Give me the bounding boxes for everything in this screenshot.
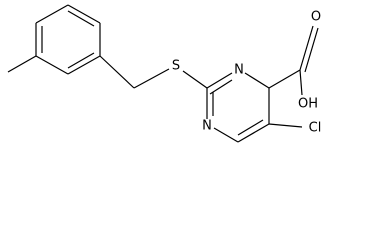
atom-label: N (202, 119, 212, 134)
atom-label: OH (298, 97, 318, 112)
bonds (7, 4, 319, 143)
atom-label: O (311, 10, 321, 25)
atom-label: S (172, 59, 180, 74)
structure-diagram: S N N O OH Cl (7, 4, 321, 143)
atom-label: N (234, 63, 244, 78)
atom-label: Cl (309, 121, 322, 136)
atom-labels: S N N O OH Cl (172, 10, 321, 136)
